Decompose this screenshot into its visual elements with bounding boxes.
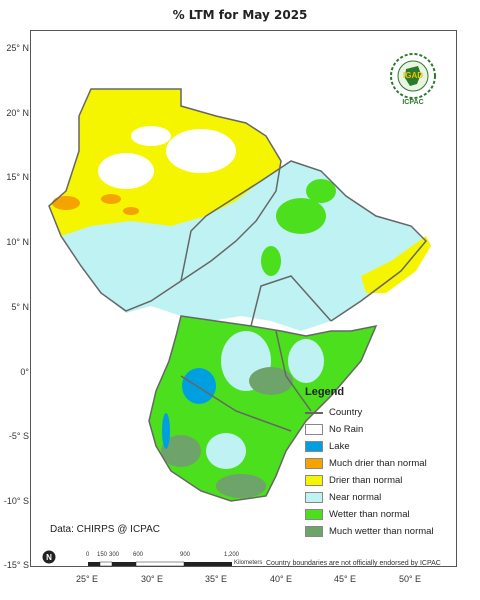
data-credit: Data: CHIRPS @ ICPAC xyxy=(50,524,160,535)
legend-label: Wetter than normal xyxy=(329,509,410,520)
lat-label: -15° S xyxy=(3,560,29,570)
legend-item-country: Country xyxy=(305,404,453,421)
north-arrow-label: N xyxy=(46,553,52,562)
north-arrow-icon: N xyxy=(42,550,56,564)
lon-label: 25° E xyxy=(75,574,99,584)
legend-item: No Rain xyxy=(305,421,453,438)
legend-title: Legend xyxy=(305,386,345,398)
legend-label: Lake xyxy=(329,441,350,452)
much-drier-patch xyxy=(101,194,121,204)
lon-label: 50° E xyxy=(398,574,422,584)
much-wetter-patch xyxy=(161,435,201,467)
near-normal-patch xyxy=(288,339,324,383)
scale-tick: 600 xyxy=(133,552,144,558)
legend-item: Much wetter than normal xyxy=(305,523,453,540)
wetter-patch xyxy=(261,246,281,276)
legend-item: Much drier than normal xyxy=(305,455,453,472)
no-rain-patch xyxy=(131,126,171,146)
much-drier-patch xyxy=(52,196,80,210)
legend-swatch xyxy=(305,424,323,435)
lon-label: 30° E xyxy=(140,574,164,584)
lake-tanganyika xyxy=(162,413,170,449)
lat-label: 20° N xyxy=(6,108,29,118)
endorsement-note: Country boundaries are not officially en… xyxy=(266,560,441,567)
lon-label: 40° E xyxy=(269,574,293,584)
lat-label: 10° N xyxy=(6,237,29,247)
map-frame xyxy=(30,30,457,567)
map-title: % LTM for May 2025 xyxy=(172,8,308,22)
lake-victoria xyxy=(182,368,216,404)
scale-unit: Kilometers xyxy=(234,560,263,566)
scale-tick: 300 xyxy=(109,552,120,558)
icpac-label: ICPAC xyxy=(402,99,424,106)
legend-swatch xyxy=(305,475,323,486)
scale-tick: 1,200 xyxy=(224,552,240,558)
lat-label: -5° S xyxy=(8,431,29,441)
legend-label: Much drier than normal xyxy=(329,458,427,469)
legend: Legend Country No Rain Lake Much drier t… xyxy=(305,386,453,540)
scale-tick: 0 xyxy=(86,552,90,558)
legend-label: Drier than normal xyxy=(329,475,403,486)
lon-label: 45° E xyxy=(333,574,357,584)
legend-swatch xyxy=(305,509,323,520)
legend-label: Much wetter than normal xyxy=(329,526,434,537)
igad-logo: IGAD xyxy=(390,53,436,99)
map-canvas xyxy=(48,88,431,502)
legend-swatch xyxy=(305,526,323,537)
much-wetter-patch xyxy=(249,367,293,395)
logo-badge-text: IGAD xyxy=(403,71,423,80)
no-rain-patch xyxy=(166,129,236,173)
country-boundaries xyxy=(48,88,428,502)
region-near-normal-west xyxy=(61,161,426,331)
legend-item: Drier than normal xyxy=(305,472,453,489)
legend-item: Lake xyxy=(305,438,453,455)
legend-label: No Rain xyxy=(329,424,364,435)
scale-bar xyxy=(88,561,232,567)
legend-swatch xyxy=(305,492,323,503)
legend-swatch xyxy=(305,441,323,452)
legend-label: Country xyxy=(329,407,363,418)
legend-item: Near normal xyxy=(305,489,453,506)
no-rain-patch xyxy=(98,153,154,189)
wetter-patch xyxy=(306,179,336,203)
lat-label: 0° xyxy=(20,367,29,377)
near-normal-patch xyxy=(206,433,246,469)
legend-swatch xyxy=(305,458,323,469)
scale-tick: 900 xyxy=(180,552,191,558)
much-wetter-patch xyxy=(216,474,266,498)
lat-label: 15° N xyxy=(6,172,29,182)
lon-label: 35° E xyxy=(204,574,228,584)
legend-label: Near normal xyxy=(329,492,382,503)
lat-label: -10° S xyxy=(3,496,29,506)
much-drier-patch xyxy=(123,207,139,215)
scale-tick: 150 xyxy=(97,552,108,558)
horn-yellow xyxy=(361,236,431,293)
legend-item: Wetter than normal xyxy=(305,506,453,523)
lat-label: 5° N xyxy=(11,302,29,312)
lat-label: 25° N xyxy=(6,43,29,53)
wetter-patch xyxy=(276,198,326,234)
country-line-swatch xyxy=(305,411,323,414)
